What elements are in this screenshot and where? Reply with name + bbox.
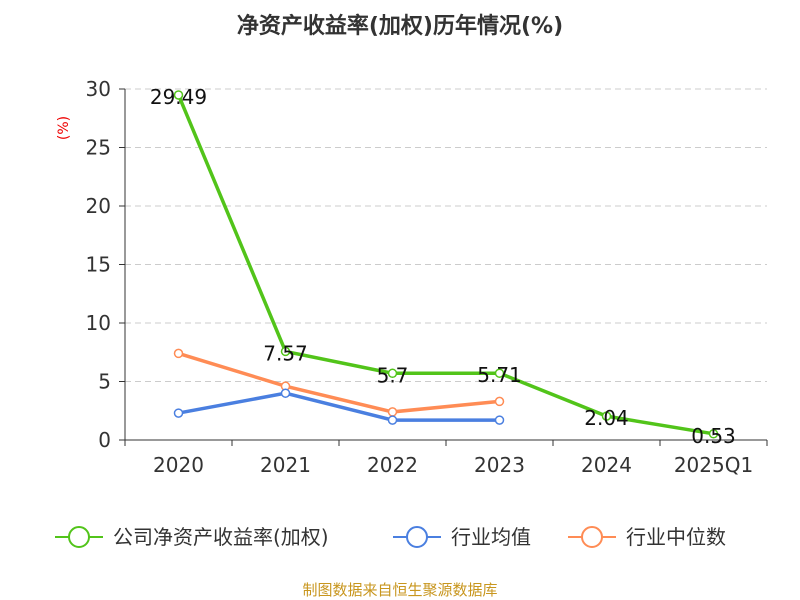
y-tick-label: 25: [86, 136, 111, 160]
data-point: [280, 388, 291, 398]
data-label: 7.57: [263, 341, 308, 365]
data-point: [280, 346, 291, 357]
y-tick-label: 15: [86, 253, 111, 277]
x-tick-label: 2020: [153, 453, 204, 477]
y-tick-label: 30: [86, 77, 111, 101]
y-tick-label: 5: [98, 370, 111, 394]
y-tick-label: 10: [86, 311, 111, 335]
y-tick-label: 0: [98, 428, 111, 452]
data-point: [173, 348, 184, 359]
data-point: [601, 411, 612, 421]
data-point: [387, 415, 398, 425]
data-point: [173, 90, 184, 100]
legend-marker: [68, 526, 90, 548]
data-label: 0.53: [691, 424, 736, 448]
data-point: [173, 408, 184, 418]
y-axis-label: (%): [56, 116, 72, 140]
series-line-0: [176, 94, 714, 436]
series-line-1: [178, 391, 500, 422]
legend-label: 行业均值: [451, 525, 531, 549]
data-label: 29.49: [150, 85, 207, 109]
data-point: [387, 368, 398, 379]
legend-label: 行业中位数: [626, 525, 726, 549]
data-label: 5.7: [377, 363, 409, 387]
x-tick-label: 2021: [260, 453, 311, 477]
data-point: [387, 407, 398, 417]
data-point: [494, 368, 505, 378]
data-point: [708, 429, 719, 439]
x-tick-label: 2022: [367, 453, 418, 477]
x-tick-label: 2025Q1: [674, 453, 753, 477]
x-tick-label: 2024: [581, 453, 632, 477]
data-point: [494, 415, 505, 425]
legend-marker: [581, 526, 603, 548]
data-label: 2.04: [584, 406, 629, 430]
x-tick-label: 2023: [474, 453, 525, 477]
footer-source: 制图数据来自恒生聚源数据库: [302, 581, 497, 599]
chart-title: 净资产收益率(加权)历年情况(%): [237, 13, 563, 39]
data-label: 5.71: [477, 363, 522, 387]
legend-marker: [406, 526, 428, 548]
data-point: [494, 396, 505, 407]
series-line-2: [177, 351, 500, 414]
legend-label: 公司净资产收益率(加权): [113, 525, 329, 549]
y-tick-label: 20: [86, 194, 111, 218]
